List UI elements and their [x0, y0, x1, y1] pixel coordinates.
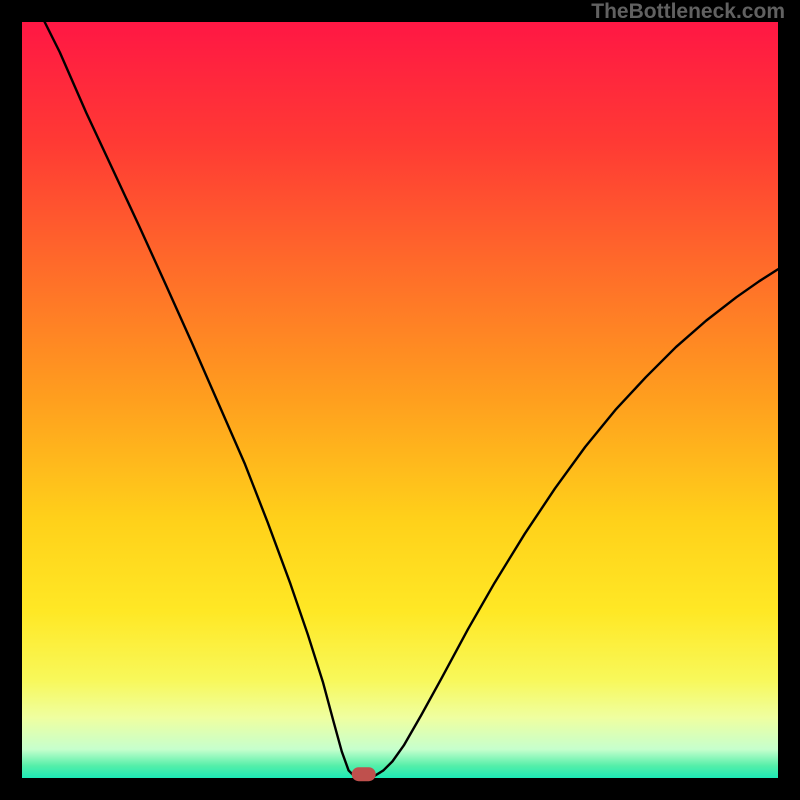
chart-container: TheBottleneck.com — [0, 0, 800, 800]
bottleneck-chart: TheBottleneck.com — [0, 0, 800, 800]
attribution-label: TheBottleneck.com — [591, 0, 785, 23]
optimal-marker — [352, 767, 376, 781]
plot-background — [22, 22, 778, 778]
